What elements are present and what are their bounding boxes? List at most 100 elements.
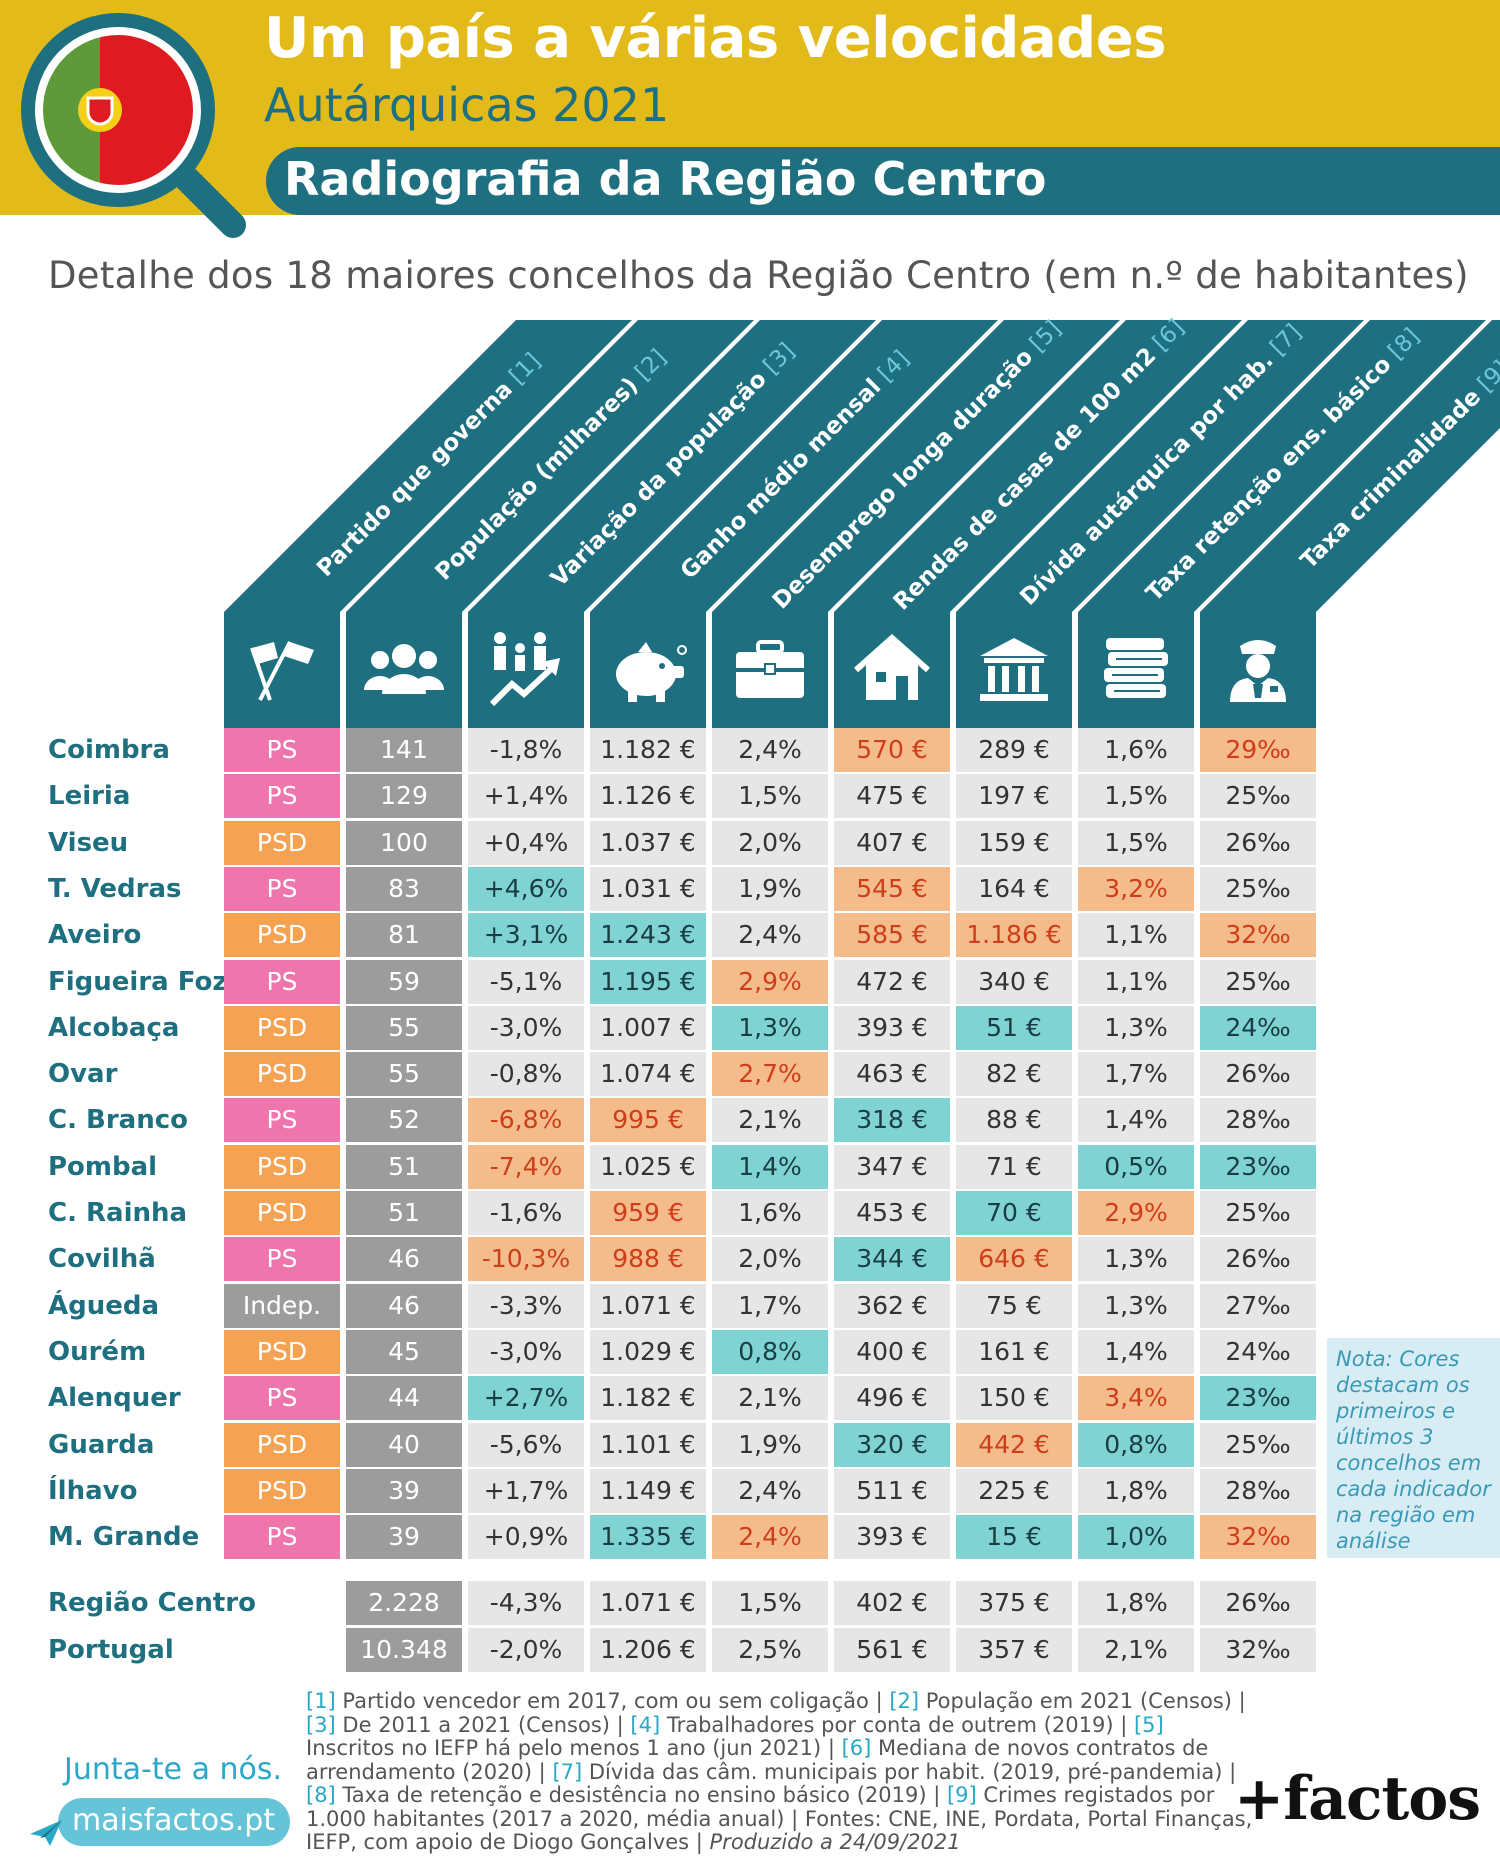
- table-cell-6: 463 €: [834, 1052, 950, 1096]
- footnote-number: [9]: [946, 1783, 977, 1807]
- books-icon: [1104, 638, 1168, 698]
- table-cell-8: 1,5%: [1078, 821, 1194, 865]
- row-label-concelho: Aveiro: [48, 920, 142, 950]
- table-cell-3: -1,8%: [468, 728, 584, 772]
- table-cell-3: -3,0%: [468, 1330, 584, 1374]
- footnote-number: [4]: [630, 1712, 661, 1737]
- footnote-number: [3]: [306, 1712, 336, 1737]
- summary-row-label: Região Centro: [48, 1588, 256, 1618]
- row-label-concelho: Viseu: [48, 828, 129, 858]
- footnote-text: Dívida das câm. municipais por habit. (2…: [582, 1759, 1237, 1784]
- table-cell-3: -3,0%: [468, 1006, 584, 1050]
- table-cell-6: 407 €: [834, 821, 950, 865]
- table-cell-6: 393 €: [834, 1006, 950, 1050]
- table-cell-2: 141: [346, 728, 462, 772]
- table-cell-7: 159 €: [956, 821, 1072, 865]
- table-cell-9: 23‰: [1200, 1376, 1316, 1420]
- table-cell-3: +0,9%: [468, 1515, 584, 1559]
- table-cell-7: 289 €: [956, 728, 1072, 772]
- table-cell-1: PS: [224, 1237, 340, 1281]
- table-cell-5: 2,4%: [712, 1515, 828, 1559]
- table-cell-6: 320 €: [834, 1423, 950, 1467]
- table-cell-2: 129: [346, 774, 462, 818]
- row-label-concelho: M. Grande: [48, 1522, 200, 1552]
- table-cell-9: 24‰: [1200, 1006, 1316, 1050]
- site-link-pill[interactable]: [58, 1798, 290, 1846]
- table-cell-9: 28‰: [1200, 1098, 1316, 1142]
- summary-cell-7: 375 €: [956, 1581, 1072, 1625]
- portugal-flag-magnifier-icon: [21, 13, 246, 238]
- table-cell-8: 1,4%: [1078, 1098, 1194, 1142]
- table-cell-6: 545 €: [834, 867, 950, 911]
- table-cell-6: 393 €: [834, 1515, 950, 1559]
- section-title: Radiografia da Região Centro: [284, 152, 1047, 206]
- table-cell-7: 88 €: [956, 1098, 1072, 1142]
- table-cell-5: 2,4%: [712, 728, 828, 772]
- footnote-text: Inscritos no IEFP há pelo menos 1 ano (j…: [306, 1736, 842, 1760]
- row-label-concelho: Alcobaça: [48, 1013, 180, 1043]
- table-cell-4: 1.074 €: [590, 1052, 706, 1096]
- table-cell-8: 1,1%: [1078, 960, 1194, 1004]
- table-cell-4: 1.335 €: [590, 1515, 706, 1559]
- table-cell-2: 51: [346, 1145, 462, 1189]
- police-officer-icon: [1230, 640, 1286, 702]
- people-icon: [364, 644, 444, 694]
- table-cell-7: 150 €: [956, 1376, 1072, 1420]
- footnote-text: Crimes registados por 1.000 habitantes (…: [306, 1783, 1253, 1854]
- table-cell-1: Indep.: [224, 1284, 340, 1328]
- summary-cell-9: 26‰: [1200, 1581, 1316, 1625]
- table-cell-7: 161 €: [956, 1330, 1072, 1374]
- table-cell-4: 1.243 €: [590, 913, 706, 957]
- summary-cell-5: 2,5%: [712, 1628, 828, 1672]
- page-title: Um país a várias velocidades: [264, 6, 1167, 71]
- table-cell-6: 347 €: [834, 1145, 950, 1189]
- join-us-text: Junta-te a nós.: [64, 1752, 283, 1787]
- table-cell-8: 3,4%: [1078, 1376, 1194, 1420]
- table-cell-4: 1.126 €: [590, 774, 706, 818]
- table-cell-3: +1,7%: [468, 1469, 584, 1513]
- piggy-bank-icon: [616, 642, 687, 702]
- table-cell-1: PS: [224, 867, 340, 911]
- footnote-number: [6]: [841, 1736, 872, 1760]
- table-cell-7: 15 €: [956, 1515, 1072, 1559]
- summary-cell-6: 402 €: [834, 1581, 950, 1625]
- table-cell-5: 1,9%: [712, 867, 828, 911]
- table-cell-2: 52: [346, 1098, 462, 1142]
- table-cell-9: 26‰: [1200, 821, 1316, 865]
- table-cell-7: 1.186 €: [956, 913, 1072, 957]
- site-link[interactable]: maisfactos.pt: [72, 1803, 276, 1838]
- intro-text: Detalhe dos 18 maiores concelhos da Regi…: [48, 254, 1469, 297]
- table-cell-5: 2,0%: [712, 1237, 828, 1281]
- table-cell-3: +0,4%: [468, 821, 584, 865]
- footnote-text: De 2011 a 2021 (Censos) |: [335, 1712, 631, 1737]
- table-cell-3: -5,6%: [468, 1423, 584, 1467]
- table-cell-7: 82 €: [956, 1052, 1072, 1096]
- footnote-text: Mediana de novos contratos de arrendamen…: [306, 1736, 1209, 1784]
- table-cell-2: 46: [346, 1284, 462, 1328]
- table-cell-7: 51 €: [956, 1006, 1072, 1050]
- table-cell-9: 24‰: [1200, 1330, 1316, 1374]
- table-cell-9: 29‰: [1200, 728, 1316, 772]
- table-cell-8: 1,0%: [1078, 1515, 1194, 1559]
- table-cell-8: 1,1%: [1078, 913, 1194, 957]
- page-subtitle: Autárquicas 2021: [264, 78, 670, 132]
- brand-logo: +factos: [1234, 1764, 1481, 1834]
- city-hall-icon: [980, 638, 1048, 701]
- summary-cell-2: 2.228: [346, 1581, 462, 1625]
- column-header-banners: Partido que governa [1]População (milhar…: [224, 315, 1500, 728]
- table-cell-7: 197 €: [956, 774, 1072, 818]
- table-cell-6: 362 €: [834, 1284, 950, 1328]
- table-cell-5: 2,0%: [712, 821, 828, 865]
- table-cell-5: 2,9%: [712, 960, 828, 1004]
- summary-cell-3: -2,0%: [468, 1628, 584, 1672]
- row-label-concelho: Ílhavo: [48, 1476, 138, 1506]
- house-icon: [854, 633, 930, 700]
- table-cell-8: 1,5%: [1078, 774, 1194, 818]
- table-cell-5: 1,4%: [712, 1145, 828, 1189]
- table-cell-5: 2,4%: [712, 913, 828, 957]
- footnote-text: Trabalhadores por conta de outrem (2019)…: [660, 1712, 1134, 1737]
- table-cell-2: 44: [346, 1376, 462, 1420]
- table-cell-3: +1,4%: [468, 774, 584, 818]
- table-cell-9: 25‰: [1200, 1423, 1316, 1467]
- footnote-number: [2]: [889, 1689, 920, 1713]
